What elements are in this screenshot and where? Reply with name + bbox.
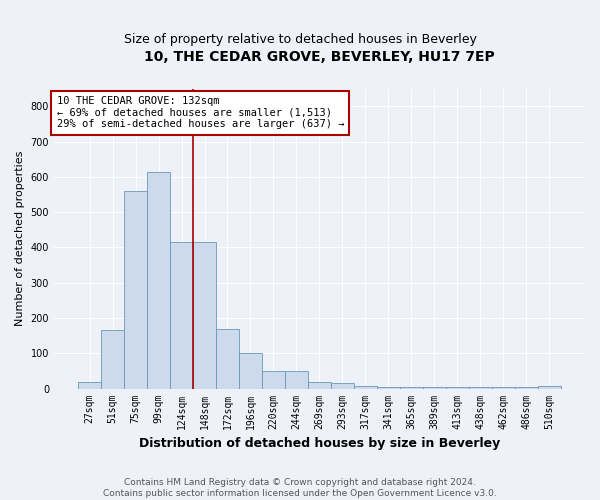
- Bar: [239, 354, 262, 388]
- Text: Size of property relative to detached houses in Beverley: Size of property relative to detached ho…: [124, 32, 476, 46]
- Bar: [101, 330, 124, 388]
- Bar: [538, 386, 561, 388]
- Bar: [216, 328, 239, 388]
- Text: 10 THE CEDAR GROVE: 132sqm
← 69% of detached houses are smaller (1,513)
29% of s: 10 THE CEDAR GROVE: 132sqm ← 69% of deta…: [56, 96, 344, 130]
- Bar: [124, 191, 147, 388]
- Bar: [170, 242, 193, 388]
- Bar: [354, 386, 377, 388]
- Title: 10, THE CEDAR GROVE, BEVERLEY, HU17 7EP: 10, THE CEDAR GROVE, BEVERLEY, HU17 7EP: [144, 50, 495, 64]
- Bar: [308, 382, 331, 388]
- Y-axis label: Number of detached properties: Number of detached properties: [15, 151, 25, 326]
- Bar: [331, 384, 354, 388]
- Bar: [147, 172, 170, 388]
- X-axis label: Distribution of detached houses by size in Beverley: Distribution of detached houses by size …: [139, 437, 500, 450]
- Text: Contains HM Land Registry data © Crown copyright and database right 2024.
Contai: Contains HM Land Registry data © Crown c…: [103, 478, 497, 498]
- Bar: [285, 371, 308, 388]
- Bar: [262, 371, 285, 388]
- Bar: [193, 242, 216, 388]
- Bar: [377, 387, 400, 388]
- Bar: [78, 382, 101, 388]
